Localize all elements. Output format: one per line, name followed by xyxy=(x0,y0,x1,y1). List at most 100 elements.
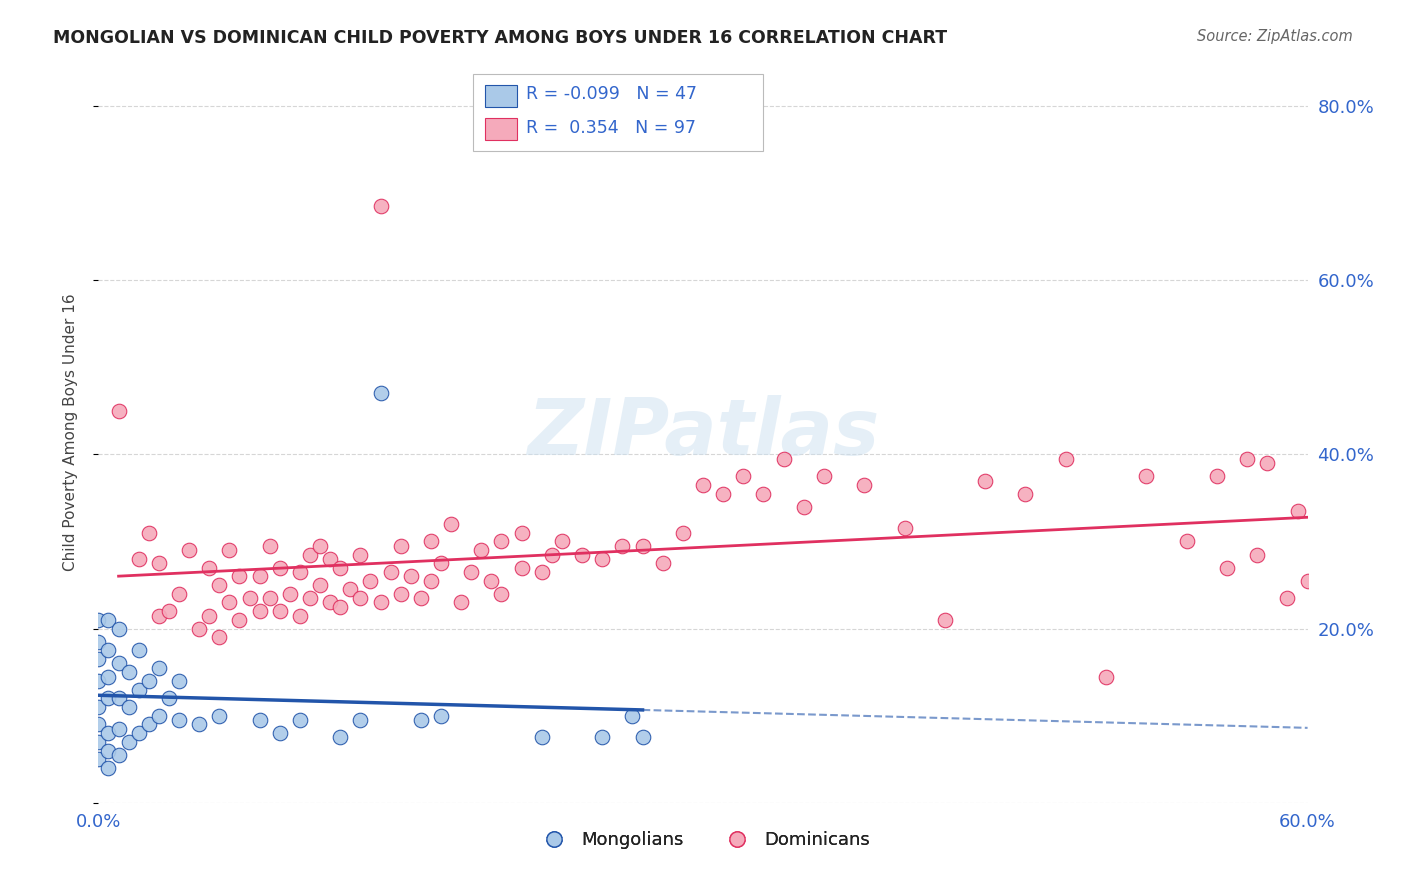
Point xyxy=(551,534,574,549)
Point xyxy=(97,643,120,657)
Text: R =  0.354   N = 97: R = 0.354 N = 97 xyxy=(526,119,696,136)
Point xyxy=(793,500,815,514)
Point xyxy=(491,587,513,601)
Point xyxy=(430,556,453,570)
Point xyxy=(360,574,382,588)
Point xyxy=(651,556,673,570)
Point xyxy=(1054,451,1077,466)
Point xyxy=(249,569,271,583)
Point xyxy=(259,539,281,553)
Point xyxy=(370,386,392,401)
Point xyxy=(1316,504,1339,518)
Point xyxy=(87,673,110,688)
Point xyxy=(167,587,190,601)
Point xyxy=(591,552,613,566)
Point xyxy=(1216,560,1239,574)
Point xyxy=(631,539,654,553)
Point xyxy=(1277,591,1299,606)
Point xyxy=(87,717,110,731)
Point xyxy=(349,548,371,562)
Point xyxy=(530,565,553,579)
Point xyxy=(269,560,291,574)
Point xyxy=(591,731,613,745)
Point xyxy=(97,669,120,683)
Point xyxy=(157,604,180,618)
Point xyxy=(198,608,221,623)
Point xyxy=(399,569,422,583)
Point xyxy=(188,622,211,636)
Point xyxy=(409,713,432,727)
Legend: Mongolians, Dominicans: Mongolians, Dominicans xyxy=(529,824,877,856)
Point xyxy=(218,543,240,558)
Point xyxy=(128,682,150,697)
Point xyxy=(440,517,463,532)
Point xyxy=(530,731,553,745)
Point xyxy=(934,613,956,627)
Point xyxy=(309,539,332,553)
Point xyxy=(733,469,755,483)
Point xyxy=(218,595,240,609)
Point xyxy=(97,613,120,627)
Point xyxy=(481,574,503,588)
Point xyxy=(612,539,634,553)
Text: Source: ZipAtlas.com: Source: ZipAtlas.com xyxy=(1197,29,1353,44)
Point xyxy=(107,747,129,762)
Point xyxy=(208,578,231,592)
Point xyxy=(1236,451,1258,466)
Point xyxy=(370,199,392,213)
Point xyxy=(97,726,120,740)
Point xyxy=(249,604,271,618)
Point xyxy=(329,731,352,745)
Point xyxy=(179,543,201,558)
Point xyxy=(118,665,141,680)
Point xyxy=(249,713,271,727)
Point xyxy=(420,574,443,588)
Point xyxy=(87,652,110,666)
Point xyxy=(208,630,231,644)
Point xyxy=(510,525,533,540)
Point xyxy=(148,708,170,723)
Point xyxy=(420,534,443,549)
Point xyxy=(87,700,110,714)
Point xyxy=(87,634,110,648)
Point xyxy=(1337,552,1360,566)
FancyBboxPatch shape xyxy=(474,73,763,152)
Point xyxy=(107,404,129,418)
Point xyxy=(470,543,492,558)
Point xyxy=(259,591,281,606)
Y-axis label: Child Poverty Among Boys Under 16: Child Poverty Among Boys Under 16 xyxy=(63,293,77,572)
Point xyxy=(148,661,170,675)
Text: ZIPatlas: ZIPatlas xyxy=(527,394,879,471)
Point xyxy=(491,534,513,549)
Point xyxy=(198,560,221,574)
Text: MONGOLIAN VS DOMINICAN CHILD POVERTY AMONG BOYS UNDER 16 CORRELATION CHART: MONGOLIAN VS DOMINICAN CHILD POVERTY AMO… xyxy=(53,29,948,46)
Point xyxy=(128,552,150,566)
Point xyxy=(319,595,342,609)
Point xyxy=(772,451,794,466)
Point xyxy=(329,560,352,574)
Point xyxy=(711,486,734,500)
Point xyxy=(349,591,371,606)
Point xyxy=(571,548,593,562)
Point xyxy=(672,525,695,540)
Point xyxy=(1206,469,1229,483)
Point xyxy=(1135,469,1157,483)
Point xyxy=(510,560,533,574)
Point xyxy=(1296,574,1319,588)
Point xyxy=(278,587,301,601)
Point xyxy=(349,713,371,727)
Point xyxy=(148,556,170,570)
Point xyxy=(148,608,170,623)
Point xyxy=(631,731,654,745)
Point xyxy=(339,582,361,597)
Point xyxy=(329,599,352,614)
Point xyxy=(118,735,141,749)
Point xyxy=(128,643,150,657)
Point xyxy=(430,708,453,723)
Point xyxy=(167,713,190,727)
Point xyxy=(167,673,190,688)
Point xyxy=(128,726,150,740)
Point xyxy=(380,565,402,579)
Point xyxy=(228,569,250,583)
Point xyxy=(1014,486,1036,500)
